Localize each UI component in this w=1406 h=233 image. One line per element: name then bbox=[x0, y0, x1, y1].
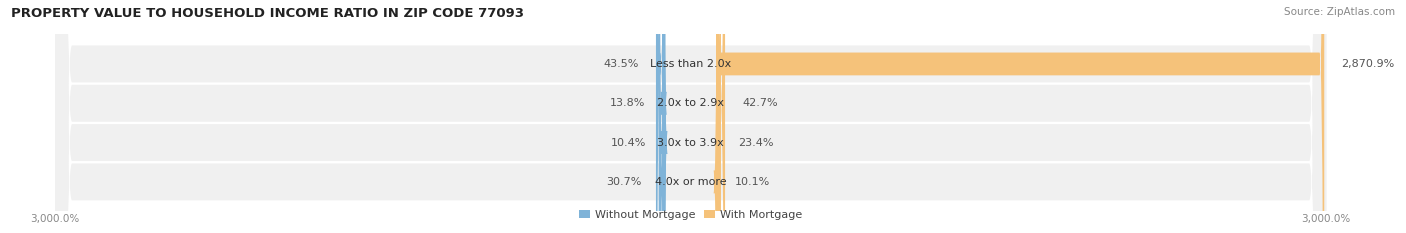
Legend: Without Mortgage, With Mortgage: Without Mortgage, With Mortgage bbox=[579, 210, 801, 220]
Text: 30.7%: 30.7% bbox=[606, 177, 641, 187]
FancyBboxPatch shape bbox=[716, 0, 1324, 233]
Text: 2.0x to 2.9x: 2.0x to 2.9x bbox=[657, 98, 724, 108]
Text: 10.1%: 10.1% bbox=[735, 177, 770, 187]
Text: 23.4%: 23.4% bbox=[738, 137, 773, 147]
Text: 42.7%: 42.7% bbox=[742, 98, 778, 108]
FancyBboxPatch shape bbox=[55, 0, 1326, 233]
FancyBboxPatch shape bbox=[55, 0, 1326, 233]
Text: 10.4%: 10.4% bbox=[610, 137, 645, 147]
Text: 13.8%: 13.8% bbox=[610, 98, 645, 108]
Text: 4.0x or more: 4.0x or more bbox=[655, 177, 727, 187]
Text: Source: ZipAtlas.com: Source: ZipAtlas.com bbox=[1284, 7, 1395, 17]
FancyBboxPatch shape bbox=[716, 0, 725, 233]
FancyBboxPatch shape bbox=[657, 0, 665, 233]
FancyBboxPatch shape bbox=[55, 0, 1326, 233]
Text: Less than 2.0x: Less than 2.0x bbox=[650, 59, 731, 69]
FancyBboxPatch shape bbox=[713, 0, 721, 233]
FancyBboxPatch shape bbox=[661, 0, 666, 233]
Text: 3.0x to 3.9x: 3.0x to 3.9x bbox=[657, 137, 724, 147]
FancyBboxPatch shape bbox=[55, 0, 1326, 233]
FancyBboxPatch shape bbox=[658, 0, 665, 233]
FancyBboxPatch shape bbox=[716, 0, 721, 233]
Text: PROPERTY VALUE TO HOUSEHOLD INCOME RATIO IN ZIP CODE 77093: PROPERTY VALUE TO HOUSEHOLD INCOME RATIO… bbox=[11, 7, 524, 20]
FancyBboxPatch shape bbox=[661, 0, 668, 233]
Text: 2,870.9%: 2,870.9% bbox=[1341, 59, 1395, 69]
Text: 43.5%: 43.5% bbox=[603, 59, 638, 69]
